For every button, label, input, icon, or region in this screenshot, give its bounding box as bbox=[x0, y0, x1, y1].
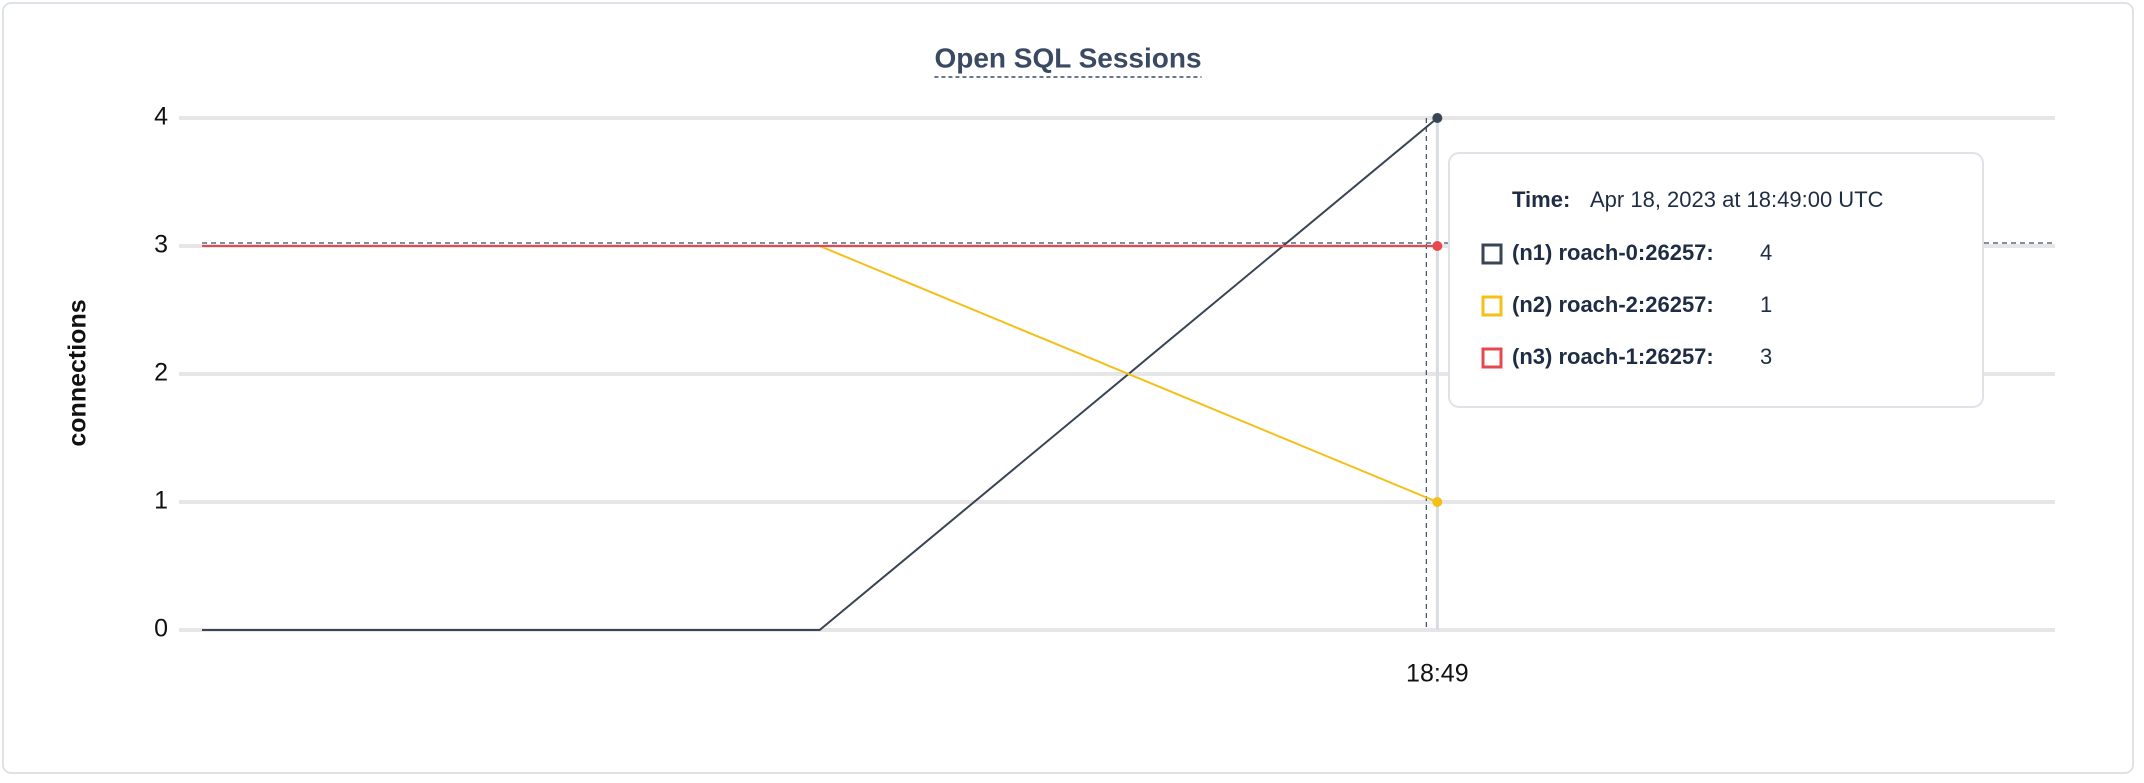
legend-swatch bbox=[1481, 295, 1503, 317]
y-tick-label: 0 bbox=[154, 615, 168, 643]
legend-swatch bbox=[1481, 347, 1503, 369]
tooltip-time: Apr 18, 2023 at 18:49:00 UTC bbox=[1590, 187, 1884, 212]
tooltip-value: 3 bbox=[1760, 344, 1772, 369]
legend-label: (n1) roach-0:26257: bbox=[1512, 240, 1714, 265]
y-tick-label: 1 bbox=[154, 487, 168, 515]
tooltip-box bbox=[1448, 152, 1984, 408]
legend-swatch bbox=[1481, 243, 1503, 265]
series-line bbox=[202, 117, 1438, 631]
y-axis-label: connections bbox=[64, 299, 92, 446]
chart-title[interactable]: Open SQL Sessions bbox=[934, 42, 1201, 73]
legend-label: (n2) roach-2:26257: bbox=[1512, 292, 1714, 317]
tooltip-value: 1 bbox=[1760, 292, 1772, 317]
y-tick-label: 2 bbox=[154, 359, 168, 387]
x-tick-label: 18:49 bbox=[1406, 660, 1469, 688]
hover-point bbox=[1432, 497, 1443, 507]
tooltip-time-label: Time: bbox=[1512, 187, 1570, 212]
legend-label: (n3) roach-1:26257: bbox=[1512, 344, 1714, 369]
y-tick-label: 3 bbox=[154, 231, 168, 259]
y-tick-label: 4 bbox=[154, 103, 168, 131]
hover-point bbox=[1432, 113, 1443, 123]
tooltip-value: 4 bbox=[1760, 240, 1772, 265]
hover-point bbox=[1432, 241, 1443, 251]
